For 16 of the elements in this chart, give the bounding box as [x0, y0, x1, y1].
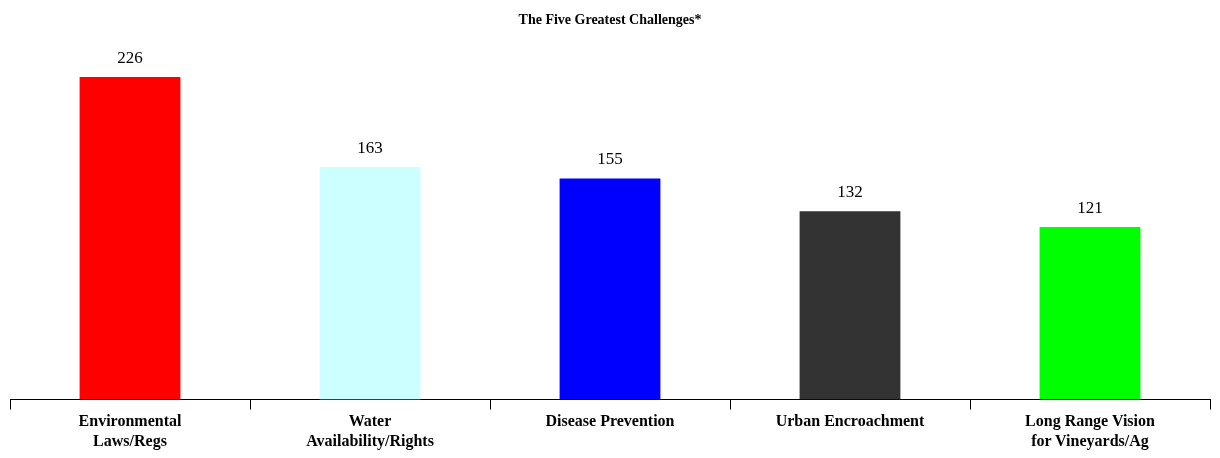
bar	[799, 211, 901, 400]
data-label: 121	[1077, 197, 1103, 217]
x-tick-label: Long Range Vision for Vineyards/Ag	[1025, 412, 1156, 450]
chart-title: The Five Greatest Challenges*	[518, 12, 702, 28]
bar	[319, 166, 421, 400]
data-label: 132	[837, 182, 863, 202]
bar	[1039, 226, 1141, 400]
bar	[559, 178, 661, 400]
bar	[79, 77, 181, 400]
data-label: 226	[117, 48, 143, 68]
x-tick-label: Disease Prevention	[545, 412, 675, 430]
x-tick-label: Urban Encroachment	[775, 412, 925, 430]
x-tick-label: Water Availability/Rights	[306, 412, 434, 450]
data-label: 163	[357, 137, 383, 157]
data-label: 155	[597, 149, 623, 169]
x-tick-label: Environmental Laws/Regs	[78, 412, 182, 450]
